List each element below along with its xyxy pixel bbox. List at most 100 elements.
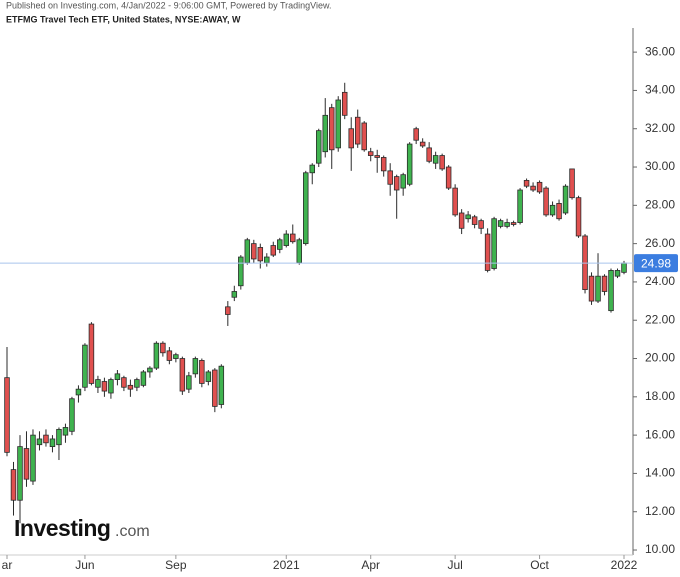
candle-body [303, 172, 309, 245]
candle-body [205, 371, 212, 382]
x-tick-label: Oct [530, 558, 549, 572]
candle-body [277, 239, 283, 250]
candle-body [387, 170, 393, 185]
candle-body [595, 275, 601, 302]
x-tick-label: Apr [361, 558, 380, 572]
y-tick-label: 14.00 [645, 466, 675, 480]
candle-body [465, 214, 471, 220]
candle-body [4, 377, 10, 453]
published-note: Published on Investing.com, 4/Jan/2022 -… [6, 0, 332, 10]
candle-body [231, 291, 238, 298]
candle-body [290, 233, 296, 243]
candle-body [69, 398, 75, 432]
y-tick-label: 32.00 [645, 121, 675, 135]
candle-body [179, 358, 186, 392]
y-tick-label: 18.00 [645, 389, 675, 403]
candle-body [270, 245, 277, 256]
candle-body [101, 381, 108, 392]
candle-body [588, 275, 595, 302]
candle-body [17, 446, 23, 501]
candle-body [445, 166, 452, 189]
y-tick-label: 22.00 [645, 312, 675, 326]
candle-body [283, 233, 290, 246]
x-tick-label: 2022 [611, 558, 638, 572]
candle-body [173, 354, 179, 359]
candle-body [316, 130, 322, 164]
y-tick-label: 20.00 [645, 351, 675, 365]
candle-body [432, 155, 439, 164]
candle-body [608, 270, 614, 312]
candle-body [478, 220, 484, 229]
logo-suffix: .com [115, 523, 150, 540]
candle-body [367, 151, 374, 156]
candle-body [491, 218, 497, 269]
candle-body [62, 427, 69, 436]
candle-body [361, 122, 367, 151]
candle-body [328, 107, 335, 151]
candle-body [543, 187, 549, 216]
candle-body [127, 384, 134, 390]
candle-body [536, 181, 543, 193]
candle-body [43, 434, 49, 444]
candle-body [309, 164, 315, 174]
y-tick-label: 36.00 [645, 44, 675, 58]
candle-body [147, 367, 153, 373]
candle-body [225, 306, 231, 315]
last-price-box [634, 254, 678, 273]
candle-body [419, 141, 426, 147]
candle-body [562, 185, 569, 214]
candle-body [108, 379, 114, 394]
candle-body [186, 375, 192, 390]
candle-body [569, 168, 575, 199]
candle-body [413, 128, 419, 141]
candle-body [160, 342, 166, 354]
candle-body [140, 371, 147, 386]
candle-body [82, 344, 88, 388]
candle-body [335, 99, 341, 149]
candle-body [530, 185, 536, 191]
candle-body [426, 147, 432, 162]
candle-body [199, 360, 205, 384]
candle-body [88, 323, 95, 384]
y-tick-label: 30.00 [645, 159, 675, 173]
candle-body [458, 212, 465, 229]
candle-body [134, 379, 140, 388]
candle-body [400, 174, 406, 189]
candle-body [257, 247, 264, 262]
y-tick-label: 10.00 [645, 542, 675, 556]
candle-body [510, 222, 517, 225]
candle-body [238, 256, 244, 287]
y-tick-label: 34.00 [645, 83, 675, 97]
candle-body [30, 434, 36, 482]
candle-body [374, 155, 380, 158]
candle-body [549, 204, 556, 216]
candle-body [296, 239, 303, 264]
candle-body [166, 350, 173, 361]
candle-body [439, 155, 445, 170]
y-tick-label: 28.00 [645, 197, 675, 211]
candle-body [192, 358, 199, 375]
candle-body [504, 222, 510, 227]
candle-body [354, 116, 361, 145]
candle-body [601, 275, 608, 292]
y-tick-label: 26.00 [645, 236, 675, 250]
candle-body [452, 187, 458, 216]
candle-body [393, 176, 400, 191]
y-tick-label: 12.00 [645, 504, 675, 518]
candle-body [322, 114, 328, 153]
candle-body [121, 377, 127, 388]
candle-body [614, 270, 621, 277]
candle-body [153, 342, 160, 369]
x-tick-label: Jun [75, 558, 94, 572]
candle-body [497, 220, 504, 227]
candle-body [484, 233, 491, 271]
candle-body [517, 189, 523, 223]
y-tick-label: 24.00 [645, 274, 675, 288]
y-tick-label: 16.00 [645, 427, 675, 441]
candle-body [56, 428, 62, 446]
x-tick-label: Sep [165, 558, 187, 572]
candle-body [556, 203, 562, 220]
candles [4, 82, 627, 524]
candle-body [10, 469, 17, 501]
